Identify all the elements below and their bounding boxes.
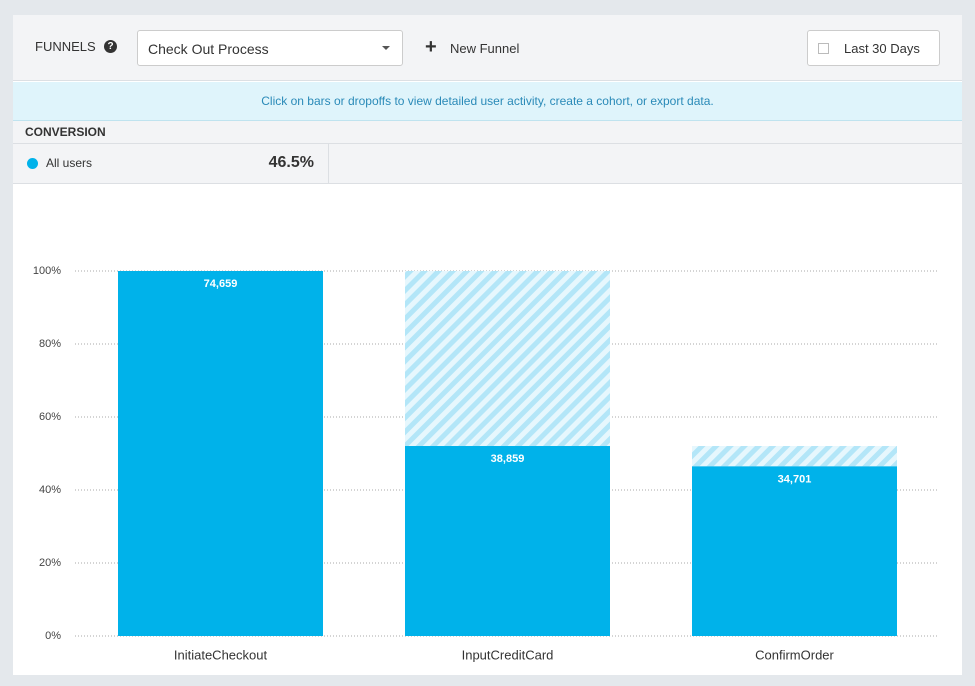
select-text: Check Out Process: [148, 41, 269, 57]
new-funnel[interactable]: + New Funnel: [425, 37, 535, 59]
x-tick-label: InitiateCheckout: [174, 647, 268, 662]
y-tick-label: 60%: [39, 411, 61, 423]
dropoff-bar: [692, 446, 897, 467]
count-label: 38,859: [491, 453, 525, 465]
bar: [118, 271, 323, 636]
help-icon[interactable]: ?: [104, 40, 117, 53]
info-banner: Click on bars or dropoffs to view detail…: [13, 82, 962, 121]
y-tick-label: 100%: [33, 265, 61, 277]
bar: [405, 446, 610, 636]
funnel-card: FUNNELS ? Check Out Process + New Funnel…: [13, 15, 962, 675]
new-funnel-text: New Funnel: [450, 41, 520, 56]
y-tick-label: 20%: [39, 557, 61, 569]
segment-dot: [27, 158, 38, 169]
plus-icon: +: [425, 36, 437, 58]
conversion-title: CONVERSION: [13, 121, 962, 144]
bar: [692, 466, 897, 636]
chart: 0% 20% 40% 60% 80% 100% 74,659 InitiateCheckout…: [33, 265, 937, 662]
segment[interactable]: All users 46.5%: [13, 144, 329, 183]
y-tick-label: 80%: [39, 338, 61, 350]
x-tick-label: ConfirmOrder: [755, 647, 834, 662]
caret: [382, 46, 390, 50]
calendar-icon: [818, 43, 829, 54]
count-label: 74,659: [204, 278, 238, 290]
count-label: 34,701: [778, 473, 812, 485]
dropoff-bar: [405, 271, 610, 447]
title: FUNNELS: [35, 39, 96, 54]
header: FUNNELS ? Check Out Process + New Funnel…: [13, 15, 962, 81]
y-tick-label: 40%: [39, 484, 61, 496]
date-text: Last 30 Days: [844, 41, 920, 56]
date-range[interactable]: Last 30 Days: [807, 30, 940, 66]
segment-name: All users: [46, 156, 93, 170]
funnel-select[interactable]: Check Out Process: [137, 30, 403, 66]
conversion-rate: 46.5%: [268, 154, 314, 171]
x-tick-label: InputCreditCard: [462, 647, 554, 662]
y-tick-label: 0%: [45, 630, 61, 642]
conversion-row: All users 46.5%: [13, 144, 962, 184]
